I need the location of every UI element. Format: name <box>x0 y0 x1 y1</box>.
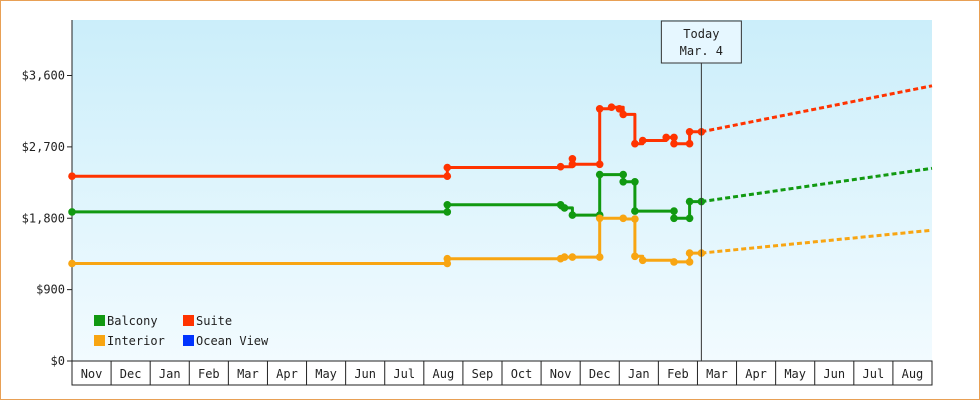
legend-label: Suite <box>196 314 232 328</box>
month-label: Sep <box>472 367 494 381</box>
month-label: Aug <box>902 367 924 381</box>
data-point <box>631 215 639 223</box>
today-label: Today <box>683 27 719 41</box>
month-label: Nov <box>81 367 103 381</box>
data-point <box>595 160 604 169</box>
forecast-line <box>701 84 933 134</box>
today-marker: Today Mar. 4 <box>660 20 742 361</box>
month-label: Jul <box>393 367 415 381</box>
month-label: Apr <box>745 367 767 381</box>
month-label: Oct <box>511 367 533 381</box>
month-label: Jul <box>863 367 885 381</box>
data-point <box>443 163 452 172</box>
month-label: Jun <box>354 367 376 381</box>
data-point <box>595 170 604 179</box>
month-label: Apr <box>276 367 298 381</box>
forecast-line <box>701 228 933 255</box>
data-point <box>568 253 577 261</box>
data-point <box>560 253 569 261</box>
data-point <box>638 256 647 265</box>
data-point <box>443 172 452 180</box>
data-point <box>68 208 76 216</box>
data-point <box>685 214 694 223</box>
month-label: Jan <box>628 367 650 381</box>
y-tick-label: $1,800 <box>22 211 65 225</box>
data-point <box>607 103 616 111</box>
month-label: Dec <box>120 367 142 381</box>
data-point <box>443 254 452 263</box>
y-tick-label: $900 <box>36 283 65 297</box>
legend-swatch <box>94 315 105 326</box>
data-point <box>685 197 694 206</box>
data-point <box>619 178 627 186</box>
month-label: May <box>315 367 337 381</box>
data-point <box>568 211 577 219</box>
data-point <box>556 162 565 171</box>
data-point <box>619 214 627 223</box>
month-label: Nov <box>550 367 572 381</box>
y-tick-label: $2,700 <box>22 140 65 154</box>
data-point <box>670 139 678 148</box>
today-date: Mar. 4 <box>680 44 723 58</box>
data-point <box>619 110 627 119</box>
month-label: Jun <box>823 367 845 381</box>
month-label: Feb <box>667 367 689 381</box>
legend-swatch <box>183 315 194 326</box>
data-point <box>595 253 604 261</box>
data-point <box>619 170 627 179</box>
data-point <box>670 133 678 142</box>
data-point <box>685 258 694 266</box>
series-suite <box>68 84 933 180</box>
data-point <box>638 136 647 145</box>
data-point <box>568 160 577 169</box>
data-point <box>670 207 678 215</box>
data-point <box>670 214 678 223</box>
month-label: Jan <box>159 367 181 381</box>
legend-label: Ocean View <box>196 334 269 348</box>
month-label: Mar <box>706 367 728 381</box>
forecast-line <box>701 166 933 204</box>
month-label: Mar <box>237 367 259 381</box>
month-label: Aug <box>433 367 455 381</box>
legend-swatch <box>183 335 194 346</box>
data-point <box>685 128 694 136</box>
legend: Balcony Suite Interior Ocean View <box>94 314 269 348</box>
data-point <box>68 259 76 268</box>
data-point <box>631 252 639 261</box>
series-interior <box>68 214 933 268</box>
data-point <box>560 204 569 212</box>
data-point <box>595 105 604 113</box>
data-point <box>631 139 639 148</box>
plot-background <box>72 20 932 361</box>
data-point <box>631 178 639 186</box>
series-balcony <box>68 166 933 223</box>
month-label: May <box>784 367 806 381</box>
data-point <box>685 249 694 257</box>
y-tick-label: $0 <box>51 354 65 368</box>
legend-swatch <box>94 335 105 346</box>
data-point <box>631 207 639 215</box>
data-point <box>443 201 452 209</box>
month-label: Feb <box>198 367 220 381</box>
data-point <box>443 208 452 216</box>
x-axis: Nov Dec Jan Feb Mar Apr May Jun Jul Aug Sep Oct Nov D… <box>71 360 933 386</box>
month-label: Dec <box>589 367 611 381</box>
data-point <box>615 105 624 113</box>
y-tick-label: $3,600 <box>22 69 65 83</box>
data-point <box>685 139 694 148</box>
legend-label: Balcony <box>107 314 158 328</box>
data-point <box>568 155 577 163</box>
legend-label: Interior <box>107 334 165 348</box>
today-box <box>660 20 742 64</box>
series-layer <box>68 84 933 268</box>
data-point <box>595 214 604 223</box>
data-point <box>68 172 76 180</box>
data-point <box>662 133 670 142</box>
data-point <box>670 258 678 266</box>
